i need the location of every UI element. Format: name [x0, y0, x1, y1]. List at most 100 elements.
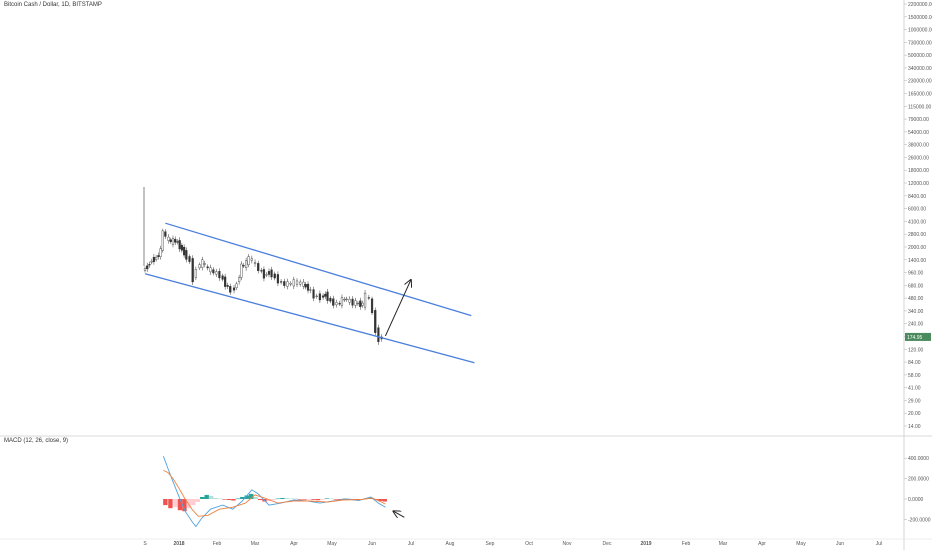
- time-tick-label: Dec: [603, 541, 612, 547]
- candle-body: [221, 275, 224, 280]
- candle-body: [367, 297, 370, 299]
- price-tick-label: 58.00: [908, 373, 921, 379]
- candle-body: [262, 269, 266, 279]
- candle-body: [164, 231, 167, 237]
- macd-histogram-bar: [173, 499, 178, 508]
- candle-body: [232, 287, 236, 291]
- candle-body: [203, 263, 206, 265]
- time-tick-label: Sep: [486, 541, 495, 547]
- candle-body: [270, 269, 273, 278]
- time-tick-label: Apr: [758, 541, 766, 547]
- macd-line: [162, 456, 386, 528]
- time-tick-label: Feb: [213, 541, 222, 547]
- macd-histogram-bar: [163, 499, 168, 506]
- candle-body: [332, 298, 335, 306]
- candle-body: [180, 244, 183, 251]
- candle-body: [273, 273, 276, 279]
- macd-tick-label: 200.0000: [908, 477, 929, 483]
- price-tick-label: 84.00: [908, 360, 921, 366]
- macd-tick-label: 0.0000: [908, 497, 924, 503]
- macd-histogram-bar: [186, 499, 192, 509]
- candle-body: [315, 295, 318, 298]
- candle-body: [289, 283, 292, 285]
- candle-body: [302, 281, 305, 287]
- price-tick-label: 1400.00: [908, 258, 926, 264]
- candle-body: [318, 293, 321, 301]
- time-tick-label: S: [143, 541, 147, 547]
- time-tick-label: Mar: [251, 541, 260, 547]
- candle-body: [201, 259, 204, 268]
- candle-body: [306, 283, 310, 291]
- candle-body: [260, 270, 263, 272]
- price-projection-arrow: [384, 280, 410, 337]
- candle-body: [370, 298, 374, 314]
- candle-body: [247, 256, 250, 265]
- macd-histogram-bar: [315, 499, 321, 501]
- candle-body: [304, 283, 307, 288]
- time-tick-label: Apr: [290, 541, 298, 547]
- candle-body: [169, 239, 172, 242]
- macd-histogram-bar: [324, 498, 330, 499]
- candle-body: [194, 269, 197, 278]
- price-tick-label: 340.00: [908, 309, 924, 315]
- candle-body: [257, 263, 260, 271]
- price-tick-label: 165000.00: [908, 92, 932, 98]
- candle-body: [299, 281, 302, 285]
- candle-body: [356, 302, 360, 305]
- candle-body: [338, 303, 341, 305]
- macd-histogram-bar: [204, 494, 209, 499]
- last-price-label: 174.95: [907, 335, 923, 341]
- signal-line: [163, 469, 386, 517]
- time-tick-label: May: [796, 541, 806, 547]
- macd-histogram-bar: [240, 496, 245, 499]
- candle-body: [324, 293, 327, 297]
- macd-histogram-bar: [222, 499, 227, 500]
- macd-histogram-bar: [182, 499, 187, 512]
- price-tick-label: 500000.00: [908, 53, 932, 59]
- macd-histogram-bar: [297, 499, 303, 500]
- candle-body: [191, 258, 194, 283]
- price-tick-label: 1500000.00: [908, 15, 932, 21]
- candle-body: [174, 238, 177, 243]
- candle-body: [340, 297, 344, 306]
- time-tick-label: Nov: [563, 541, 572, 547]
- symbol-title: Bitcoin Cash / Dollar, 1D, BITSTAMP: [4, 2, 102, 8]
- candle-body: [329, 297, 332, 302]
- candle-body: [286, 281, 289, 287]
- macd-histogram-bar: [244, 495, 249, 499]
- candle-body: [312, 289, 315, 299]
- time-tick-label: Jul: [876, 541, 882, 547]
- candle-body: [161, 230, 164, 251]
- macd-histogram-bar: [271, 499, 276, 501]
- candle-body: [377, 327, 380, 343]
- candle-body: [157, 255, 160, 257]
- price-tick-label: 26000.00: [908, 155, 929, 161]
- candle-body: [178, 240, 181, 250]
- time-tick-label: Oct: [525, 541, 533, 547]
- macd-histogram-bar: [329, 498, 334, 500]
- candle-body: [354, 300, 357, 306]
- price-tick-label: 79000.00: [908, 117, 929, 123]
- candle-body: [242, 265, 245, 267]
- price-tick-label: 41.00: [908, 386, 921, 392]
- channel-upper-line: [165, 222, 472, 317]
- candle-body: [343, 299, 346, 301]
- macd-histogram-bar: [338, 499, 343, 500]
- candle-body: [245, 260, 248, 268]
- candle-body: [148, 264, 151, 266]
- candle-body: [240, 263, 243, 278]
- macd-histogram-bar: [200, 496, 205, 499]
- price-tick-label: 2000.00: [908, 245, 926, 251]
- price-tick-label: 120.00: [908, 347, 924, 353]
- macd-histogram-bar: [333, 499, 338, 500]
- candle-body: [218, 271, 221, 279]
- candle-body: [321, 295, 325, 298]
- candle-body: [226, 285, 229, 287]
- price-tick-label: 240.00: [908, 322, 924, 328]
- price-tick-label: 18000.00: [908, 168, 929, 174]
- candle-body: [359, 300, 362, 308]
- candle-body: [326, 291, 329, 301]
- price-tick-label: 54000.00: [908, 130, 929, 136]
